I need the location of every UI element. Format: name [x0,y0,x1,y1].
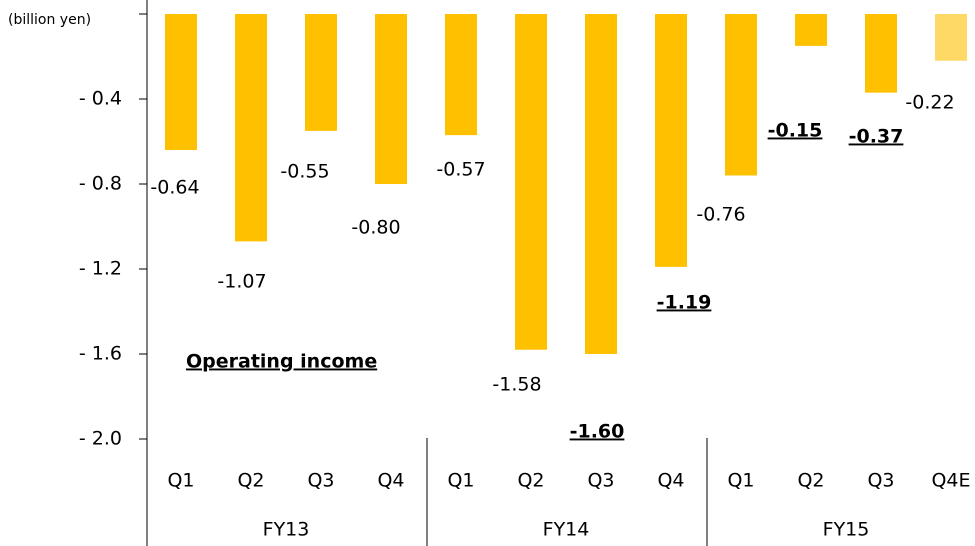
bar [585,14,617,354]
bar [935,14,967,61]
group-label: FY13 [263,519,310,541]
data-label: -1.19 [657,292,712,314]
data-label: -1.07 [217,271,266,293]
data-label: -0.80 [351,217,400,239]
y-tick-label: - 1.6 [79,343,122,365]
data-label: -0.55 [280,161,329,183]
x-tick-label: Q4 [657,470,684,492]
x-tick-label: Q1 [447,470,474,492]
bar [725,14,757,176]
x-tick-label: Q2 [797,470,824,492]
data-label: -0.64 [150,177,199,199]
bar [445,14,477,136]
data-label: -1.60 [570,421,625,443]
bar [795,14,827,46]
y-axis-label: (billion yen) [8,12,91,28]
y-tick-label: - 2.0 [79,428,122,450]
x-tick-label: Q2 [517,470,544,492]
bar [515,14,547,350]
bar [235,14,267,242]
y-tick-label: - 0.8 [79,173,122,195]
data-label: -0.22 [905,92,954,114]
data-label: -0.15 [768,120,823,142]
bar [375,14,407,184]
bar [165,14,197,150]
y-tick-label: - 0.4 [79,88,122,110]
x-tick-label: Q3 [587,470,614,492]
x-tick-label: Q2 [237,470,264,492]
bar [305,14,337,131]
chart-title: Operating income [186,351,377,373]
x-tick-label: Q4 [377,470,404,492]
data-label: -0.57 [436,159,485,181]
group-label: FY15 [823,519,870,541]
data-label: -0.37 [849,126,904,148]
x-tick-label: Q3 [867,470,894,492]
y-tick-label: - 1.2 [79,258,122,280]
data-label: -1.58 [492,374,541,396]
x-tick-label: Q1 [167,470,194,492]
bar [865,14,897,93]
bar [655,14,687,267]
x-tick-label: Q3 [307,470,334,492]
x-tick-label: Q1 [727,470,754,492]
group-label: FY14 [543,519,590,541]
data-label: -0.76 [696,204,745,226]
x-tick-label: Q4E [931,470,970,492]
